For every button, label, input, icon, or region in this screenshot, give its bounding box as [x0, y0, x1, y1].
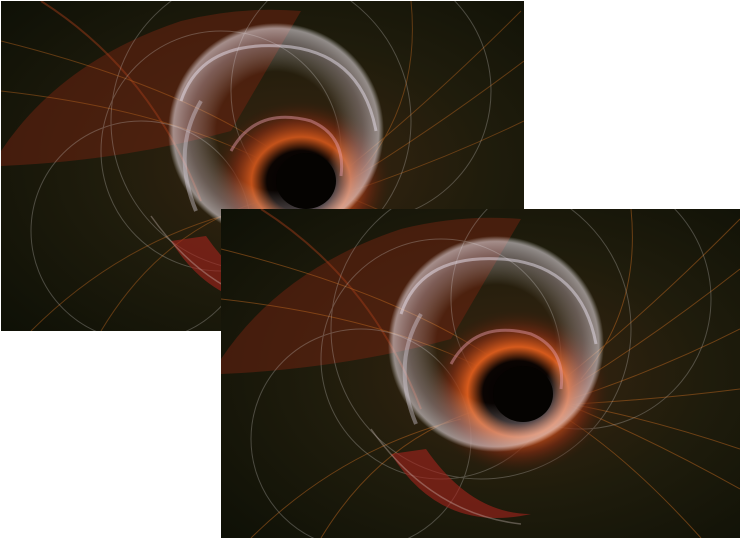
fractal-image-front: [221, 209, 740, 538]
fractal-image-back: [1, 1, 524, 331]
